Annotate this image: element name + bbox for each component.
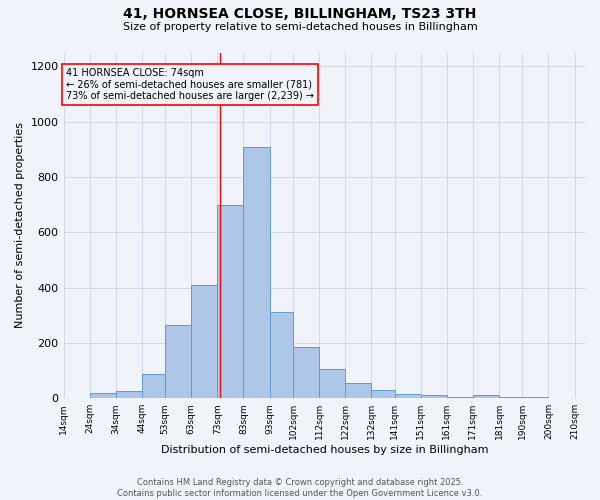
Bar <box>116 390 142 398</box>
Text: 41 HORNSEA CLOSE: 74sqm
← 26% of semi-detached houses are smaller (781)
73% of s: 41 HORNSEA CLOSE: 74sqm ← 26% of semi-de… <box>66 68 314 101</box>
Bar <box>293 347 319 398</box>
Bar <box>371 390 395 398</box>
X-axis label: Distribution of semi-detached houses by size in Billingham: Distribution of semi-detached houses by … <box>161 445 488 455</box>
Bar <box>421 396 447 398</box>
Bar <box>395 394 421 398</box>
Y-axis label: Number of semi-detached properties: Number of semi-detached properties <box>15 122 25 328</box>
Bar <box>319 369 345 398</box>
Bar <box>142 374 168 398</box>
Bar <box>217 204 244 398</box>
Bar <box>473 396 499 398</box>
Bar <box>165 325 191 398</box>
Bar <box>345 383 371 398</box>
Text: Size of property relative to semi-detached houses in Billingham: Size of property relative to semi-detach… <box>122 22 478 32</box>
Text: 41, HORNSEA CLOSE, BILLINGHAM, TS23 3TH: 41, HORNSEA CLOSE, BILLINGHAM, TS23 3TH <box>124 8 476 22</box>
Bar <box>191 285 217 398</box>
Bar <box>269 312 293 398</box>
Bar <box>89 392 116 398</box>
Bar <box>244 146 269 398</box>
Text: Contains HM Land Registry data © Crown copyright and database right 2025.
Contai: Contains HM Land Registry data © Crown c… <box>118 478 482 498</box>
